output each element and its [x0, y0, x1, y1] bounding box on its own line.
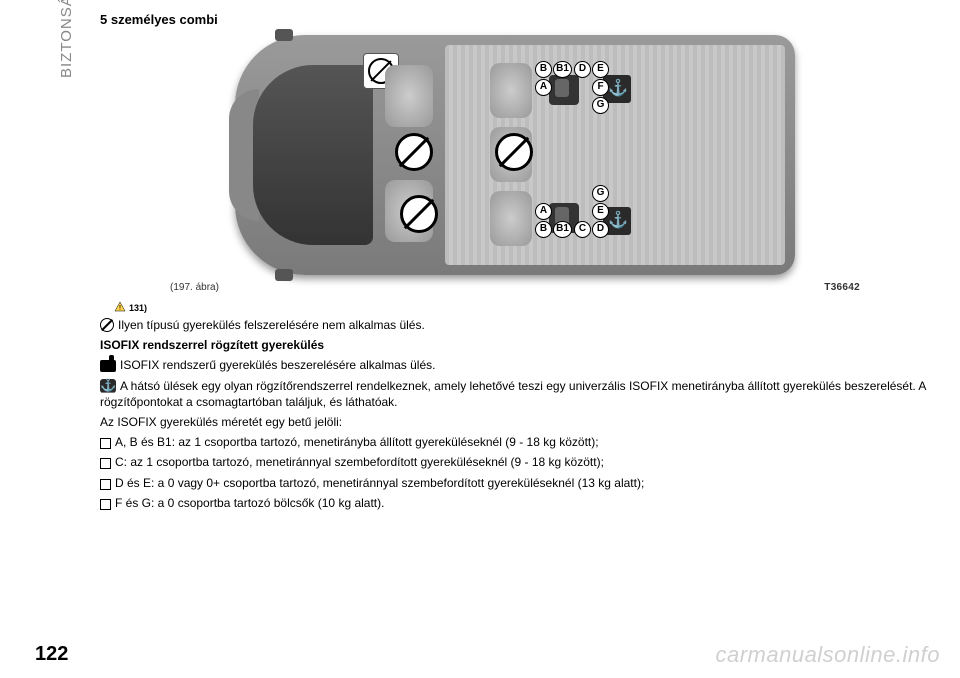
badge-letter: C — [574, 221, 591, 238]
badge-letter: E — [592, 203, 609, 220]
text: A, B és B1: az 1 csoportba tartozó, mene… — [115, 435, 599, 449]
figure-code: T36642 — [824, 282, 860, 293]
section-heading: ISOFIX rendszerrel rögzített gyerekülés — [100, 337, 930, 353]
body-text: A hátsó ülések egy olyan rögzítőrendszer… — [100, 378, 930, 410]
figure: B B1 D E A F G G A E B B1 C D (197. ábra… — [100, 35, 930, 293]
bullet-icon — [100, 499, 111, 510]
badge-letter: D — [574, 61, 591, 78]
watermark: carmanualsonline.info — [715, 642, 940, 668]
warning-triangle-icon: ! — [114, 301, 126, 313]
figure-number: (197. ábra) — [170, 282, 219, 293]
prohibited-icon — [400, 195, 438, 233]
bullet-icon — [100, 438, 111, 449]
isofix-seat-icon — [100, 360, 116, 372]
badge-letter: F — [592, 79, 609, 96]
warning-ref-text: 131) — [129, 303, 147, 313]
figure-caption: (197. ábra) T36642 — [100, 280, 930, 293]
body-text: Ilyen típusú gyerekülés felszerelésére n… — [100, 317, 930, 333]
svg-text:!: ! — [119, 306, 121, 312]
text: D és E: a 0 vagy 0+ csoportba tartozó, m… — [115, 476, 644, 490]
list-item: F és G: a 0 csoportba tartozó bölcsők (1… — [100, 495, 930, 511]
text: ISOFIX rendszerű gyerekülés beszerelésér… — [120, 358, 435, 372]
seat-icon — [490, 63, 532, 118]
text: F és G: a 0 csoportba tartozó bölcsők (1… — [115, 496, 384, 510]
page-number: 122 — [35, 643, 68, 666]
list-item: C: az 1 csoportba tartozó, menetiránnyal… — [100, 454, 930, 470]
prohibited-icon — [495, 133, 533, 171]
body-text: ISOFIX rendszerű gyerekülés beszerelésér… — [100, 357, 930, 373]
bullet-icon — [100, 458, 111, 469]
text: C: az 1 csoportba tartozó, menetiránnyal… — [115, 455, 604, 469]
text: Ilyen típusú gyerekülés felszerelésére n… — [118, 318, 425, 332]
body-text: Az ISOFIX gyerekülés méretét egy betű je… — [100, 414, 930, 430]
vehicle-diagram: B B1 D E A F G G A E B B1 C D — [235, 35, 795, 275]
list-item: A, B és B1: az 1 csoportba tartozó, mene… — [100, 434, 930, 450]
van-windshield — [253, 65, 373, 245]
mirror-icon — [275, 269, 293, 281]
badge-letter: G — [592, 97, 609, 114]
warning-reference: ! 131) — [114, 301, 930, 313]
badge-letter: A — [535, 79, 552, 96]
prohibited-icon — [395, 133, 433, 171]
badge-letter: B — [535, 221, 552, 238]
van-body: B B1 D E A F G G A E B B1 C D — [235, 35, 795, 275]
seat-icon — [490, 191, 532, 246]
page-title: 5 személyes combi — [100, 12, 930, 27]
list-item: D és E: a 0 vagy 0+ csoportba tartozó, m… — [100, 475, 930, 491]
badge-letter: B1 — [553, 61, 572, 78]
badge-letter: D — [592, 221, 609, 238]
badge-letter: B1 — [553, 221, 572, 238]
anchor-icon — [100, 379, 116, 393]
badge-letter: E — [592, 61, 609, 78]
mirror-icon — [275, 29, 293, 41]
badge-letter: A — [535, 203, 552, 220]
badge-letter: G — [592, 185, 609, 202]
isofix-seat-icon — [549, 75, 579, 105]
seat-icon — [385, 65, 433, 127]
bullet-icon — [100, 479, 111, 490]
badge-letter: B — [535, 61, 552, 78]
section-label: BIZTONSÁG — [58, 0, 75, 78]
prohibited-icon — [100, 318, 114, 332]
text: A hátsó ülések egy olyan rögzítőrendszer… — [100, 379, 926, 409]
page-content: 5 személyes combi — [100, 12, 930, 515]
